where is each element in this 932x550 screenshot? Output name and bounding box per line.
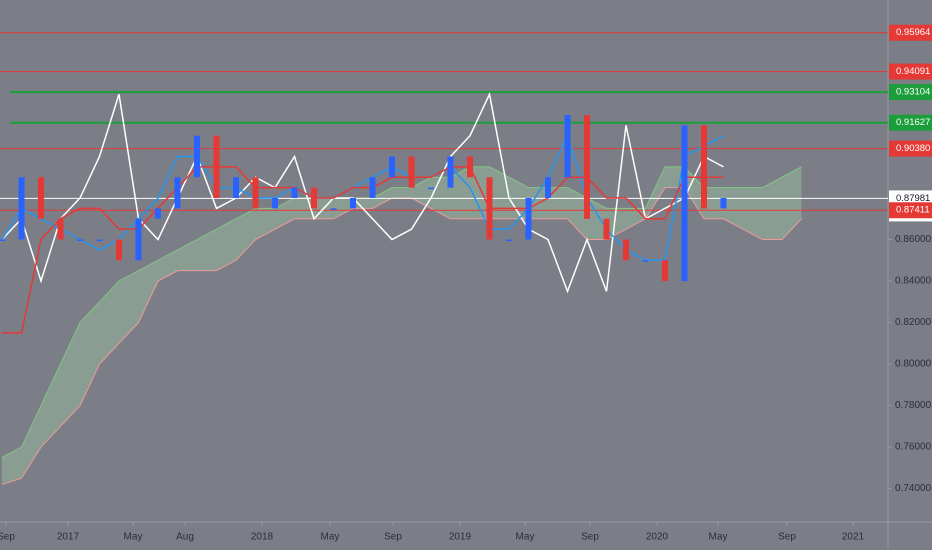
y-tick-label: 0.76000 — [895, 442, 932, 453]
candle — [291, 187, 298, 199]
x-tick-label: 2017 — [57, 532, 80, 543]
candle — [96, 239, 103, 242]
price-badge — [889, 63, 932, 80]
y-tick-label: 0.80000 — [895, 359, 932, 370]
price-badge-label: 0.87411 — [896, 205, 930, 216]
price-badge-label: 0.87981 — [896, 193, 930, 204]
price-badge-label: 0.95964 — [896, 27, 930, 38]
x-tick-label: Aug — [176, 532, 194, 543]
candle — [174, 177, 181, 209]
x-tick-label: 2020 — [646, 532, 669, 543]
price-badge-label: 0.93104 — [896, 87, 930, 98]
candle — [155, 208, 161, 219]
cloud — [2, 166, 802, 485]
x-tick-label: Sep — [778, 532, 796, 543]
candle — [467, 156, 473, 178]
candle — [389, 156, 395, 178]
candle — [584, 114, 590, 219]
candle — [330, 208, 337, 210]
candle — [311, 187, 317, 209]
price-badge — [889, 24, 932, 41]
price-badge-label: 0.91627 — [896, 117, 930, 128]
candle — [252, 177, 259, 209]
plot-area — [0, 0, 888, 522]
candle — [564, 114, 571, 178]
candle — [486, 177, 493, 240]
x-tick-label: Sep — [581, 532, 599, 543]
candle — [116, 239, 122, 261]
candle — [57, 218, 64, 240]
cloud-edge — [1, 166, 802, 458]
candle — [642, 260, 649, 262]
candle — [408, 156, 415, 188]
y-tick-label: 0.78000 — [895, 400, 932, 411]
candle — [0, 239, 5, 242]
y-tick-label: 0.84000 — [895, 276, 932, 287]
x-tick-label: May — [124, 532, 143, 543]
indicator-line — [1, 133, 724, 262]
y-tick-label: 0.86000 — [895, 234, 932, 245]
candle — [545, 177, 551, 199]
candle — [428, 187, 434, 190]
x-tick-label: May — [516, 532, 535, 543]
candle — [720, 198, 727, 209]
candle — [681, 125, 688, 282]
candle — [603, 218, 610, 240]
price-badge-label: 0.90380 — [896, 143, 930, 154]
candle — [506, 239, 512, 242]
x-tick-label: May — [321, 532, 340, 543]
candle — [701, 125, 707, 209]
candle — [77, 239, 83, 242]
price-badge — [889, 140, 932, 157]
x-tick-label: 2019 — [449, 532, 472, 543]
candle — [447, 156, 454, 188]
candle — [194, 135, 200, 178]
candle — [662, 260, 668, 282]
x-tick-label: Sep — [384, 532, 402, 543]
y-tick-label: 0.82000 — [895, 317, 932, 328]
indicator-line — [1, 91, 724, 294]
candle — [233, 177, 239, 199]
candle — [350, 198, 356, 209]
price-badge — [889, 202, 932, 219]
x-tick-label: May — [709, 532, 728, 543]
candle — [213, 135, 220, 199]
x-tick-label: 2021 — [842, 532, 865, 543]
candle — [369, 177, 376, 199]
y-tick-label: 0.74000 — [895, 483, 932, 494]
x-tick-label: 2018 — [251, 532, 274, 543]
candle — [18, 177, 25, 240]
price-badge — [889, 114, 932, 131]
indicator-line — [2, 166, 724, 334]
price-badge — [889, 84, 932, 101]
candle — [272, 198, 278, 209]
x-tick-label: Sep — [0, 532, 15, 543]
candle — [525, 198, 532, 240]
candle — [38, 177, 44, 219]
candle — [135, 218, 142, 261]
candle — [623, 239, 629, 261]
price-badge-label: 0.94091 — [896, 66, 930, 77]
